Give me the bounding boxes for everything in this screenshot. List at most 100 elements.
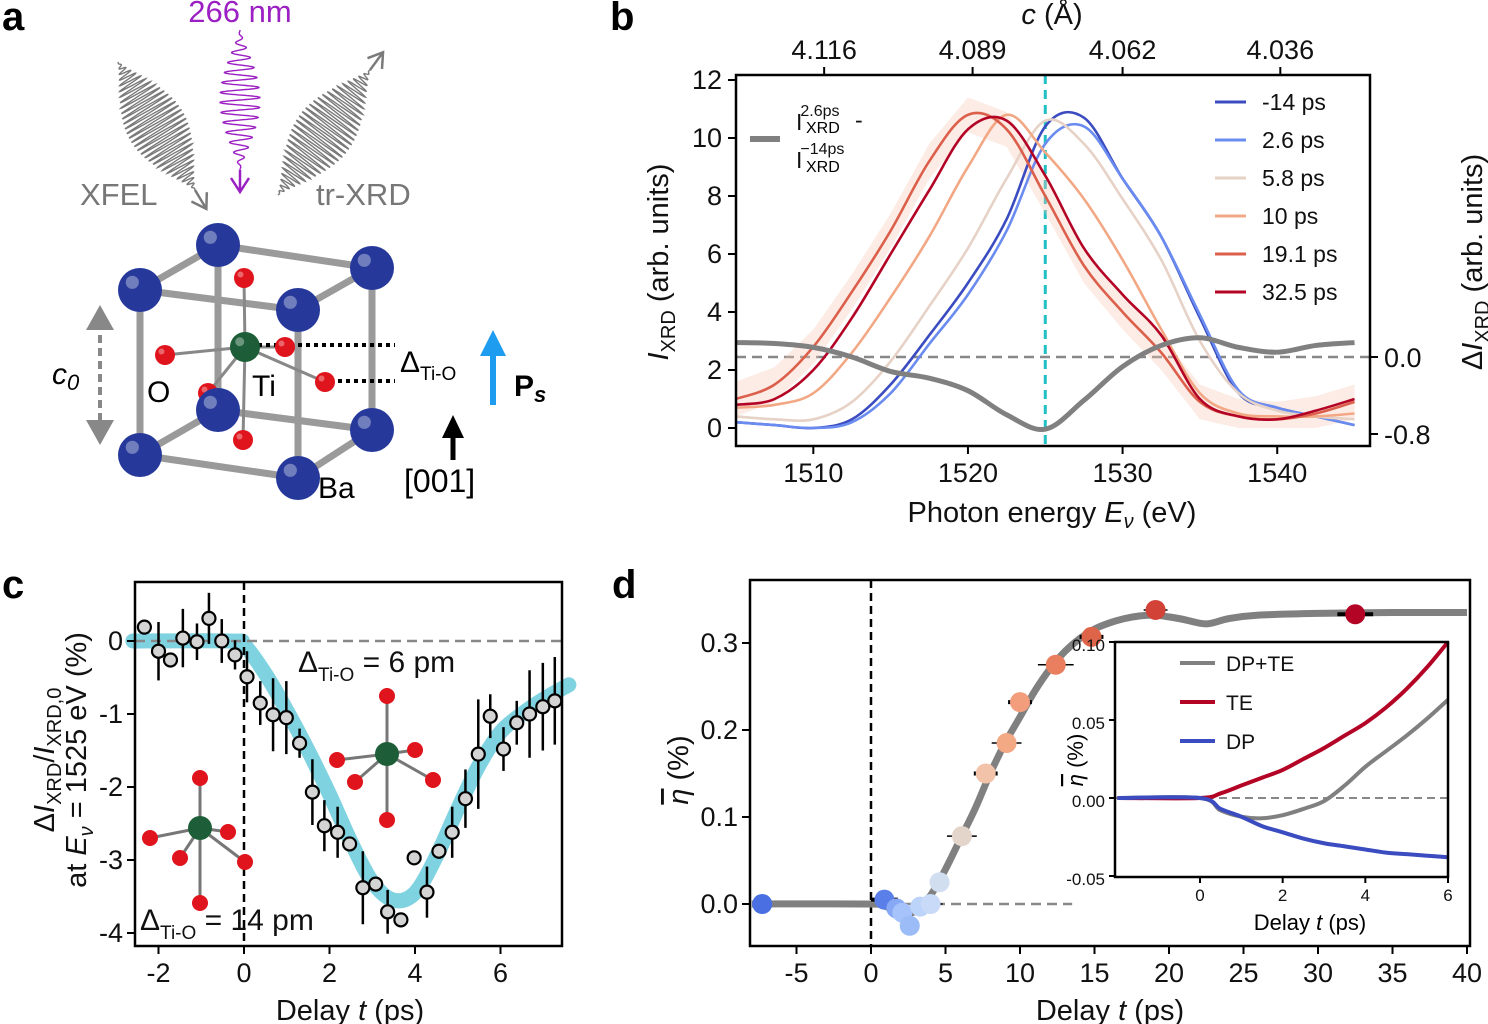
x-tick-label: 0 (1195, 886, 1204, 905)
y-tick-label: 0.05 (1072, 714, 1105, 733)
y-tick-label: 0.0 (700, 889, 738, 919)
order-parameter-chart: -5 0 5 10 15 20 25 30 35 400.00.10.20.3DP+TETEDP0… (700, 578, 1482, 988)
legend-label: 32.5 ps (1262, 279, 1337, 305)
oxygen-atom (155, 345, 175, 365)
oxygen-atom (142, 830, 158, 846)
panel-label-b: b (610, 0, 634, 39)
x-tick-label: 6 (1443, 886, 1452, 905)
fit-curve (125, 633, 577, 909)
x-tick-label: -2 (146, 958, 170, 988)
oxygen-atom (315, 372, 335, 392)
c0-arrow-down-icon (86, 420, 114, 445)
x-tick-label: 0 (236, 958, 251, 988)
data-point (1081, 626, 1102, 647)
y2-tick-label: 0.0 (1384, 343, 1422, 373)
d-xlabel: Delay t (ps) (1036, 995, 1184, 1024)
perovskite-unit-cell (86, 223, 506, 500)
direction-arrow-head-icon (442, 415, 464, 438)
data-point (355, 880, 371, 896)
titanium-atom (188, 816, 212, 840)
x-tick-label: 20 (1154, 958, 1184, 988)
y-tick-label: 0.10 (1072, 636, 1105, 655)
barium-atom (118, 433, 162, 477)
panel-label-c: c (2, 563, 24, 607)
data-point (470, 746, 486, 762)
oxygen-atom (233, 430, 253, 450)
oxygen-atom (192, 895, 208, 911)
x-tick-label: 30 (1303, 958, 1333, 988)
x-tick-label: 1510 (783, 458, 843, 488)
oxygen-atom (192, 770, 208, 786)
data-point (951, 826, 972, 847)
tr-xrd-beam-arrow-icon (367, 50, 385, 69)
titanium-atom-highlight (235, 337, 245, 347)
barium-atom-highlight (283, 295, 297, 309)
y-tick-label: 0.00 (1072, 792, 1105, 811)
data-point (368, 876, 384, 892)
data-point (431, 843, 447, 859)
data-point (341, 836, 358, 852)
inset-ylabel: η (%) (1063, 734, 1088, 787)
y-tick-label: 8 (707, 181, 722, 211)
barium-atom-highlight (283, 463, 297, 477)
polarization-label: Ps (514, 370, 546, 407)
data-point (214, 633, 230, 649)
data-point (899, 915, 920, 936)
data-point (265, 707, 281, 723)
legend-label-a-sub: XRD (806, 120, 840, 137)
b-difference-legend: I2.6ps XRD - I−14ps XRD (750, 103, 863, 176)
y2-tick-label: -0.8 (1384, 420, 1431, 450)
x-tick-label: 2 (1278, 886, 1287, 905)
beams (117, 30, 385, 211)
barium-atom (118, 268, 162, 312)
data-point (136, 619, 152, 635)
oxygen-label: O (147, 376, 170, 409)
y-tick-label: 0 (108, 626, 123, 656)
data-point (291, 735, 308, 751)
barium-atom-highlight (357, 253, 371, 267)
barium-atom-highlight (125, 275, 139, 289)
y-tick-label: 4 (707, 297, 722, 327)
c0-label: c0 (52, 358, 80, 395)
barium-atom-highlight (357, 415, 371, 429)
data-point (752, 894, 773, 914)
b-x2label: c (Å) (1021, 0, 1082, 31)
barium-label: Ba (318, 472, 355, 505)
data-point (150, 643, 167, 659)
data-point (316, 818, 332, 834)
barium-atom (196, 388, 240, 432)
legend-label-b: I−14ps (796, 141, 844, 173)
oxygen-atom (425, 772, 441, 788)
data-point (495, 741, 512, 757)
pump-wavelength-label: 266 nm (188, 0, 291, 29)
c-annotation-6pm: ΔTi-O = 6 pm (298, 646, 455, 686)
y-tick-label: -3 (99, 845, 123, 875)
series-line-10ps (735, 113, 1355, 419)
oxygen-atom-highlight (158, 348, 165, 355)
data-point (509, 715, 525, 731)
x-tick-label: 10 (1005, 958, 1035, 988)
titanium-label: Ti (252, 370, 276, 403)
x-tick-label: 1530 (1093, 458, 1153, 488)
ti-o-bond (241, 346, 247, 441)
y-tick-label: -2 (99, 772, 123, 802)
x-tick-label: 40 (1452, 958, 1482, 988)
xfel-beam-arrow-shaft (193, 189, 208, 210)
data-point (1345, 604, 1366, 625)
c-annotation-14pm: ΔTi-O = 14 pm (140, 904, 314, 944)
legend-label: 5.8 ps (1262, 165, 1325, 191)
x-tick-label: 15 (1079, 958, 1109, 988)
x-tick-label: 1540 (1247, 458, 1307, 488)
x-tick-label: 1520 (938, 458, 998, 488)
data-point (189, 634, 205, 650)
data-point (996, 733, 1017, 754)
oxygen-atom (220, 824, 236, 840)
series-line-26ps (735, 122, 1355, 430)
legend-minus: - (855, 107, 863, 133)
oxygen-atom (237, 854, 253, 870)
inset-series-TE (1117, 640, 1450, 801)
xfel-beam-arrow-icon (190, 192, 209, 211)
b-ylabel: IXRD (arb. units) (643, 164, 680, 361)
y-tick-label: 0.3 (700, 628, 738, 658)
y-tick-label: 12 (692, 65, 722, 95)
